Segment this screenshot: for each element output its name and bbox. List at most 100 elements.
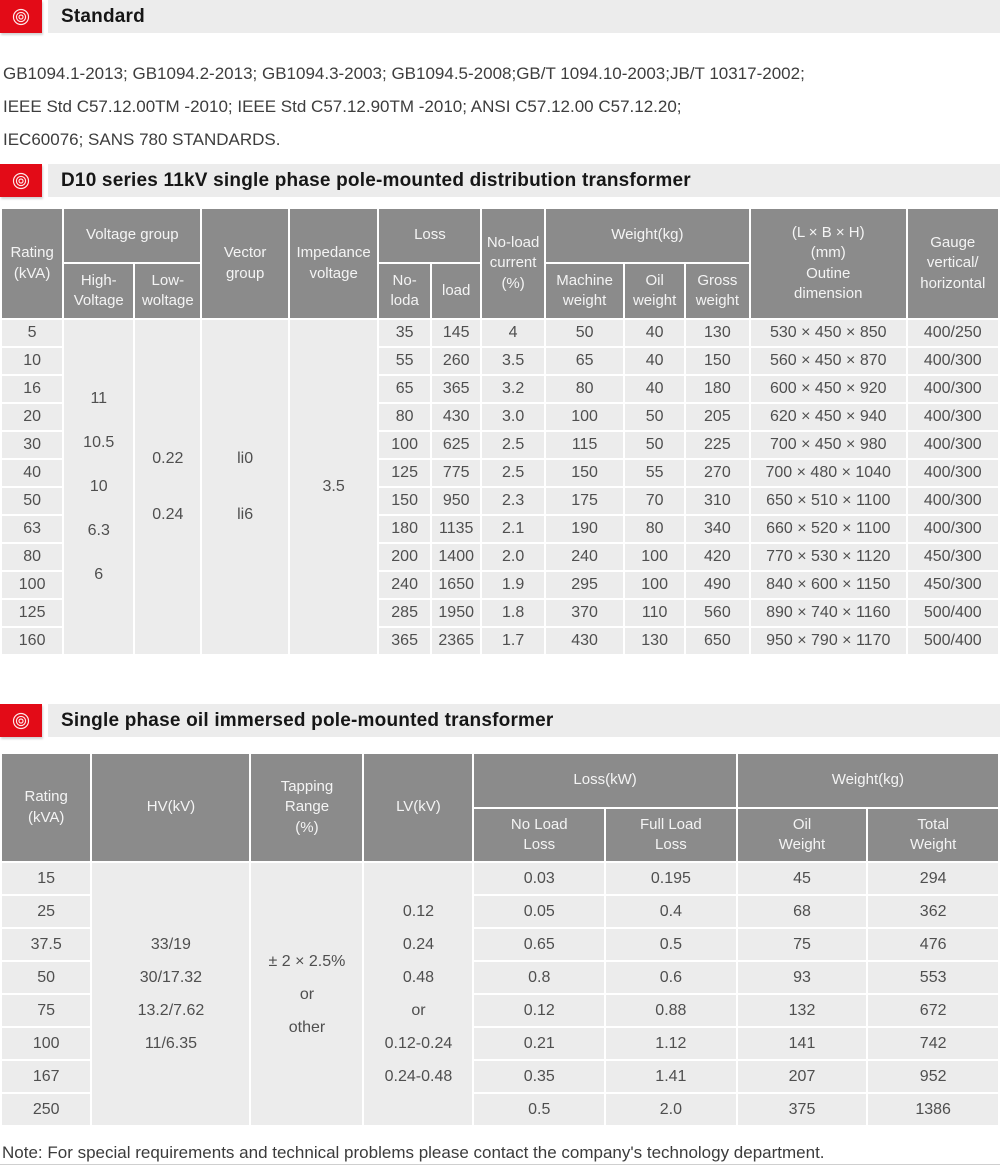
table-row: 10 55 260 3.5 65 40 150 560 × 450 × 870 400/300 [2,348,998,374]
table-cell: 45 [737,863,867,894]
table-row: 20 80 430 3.0 100 50 205 620 × 450 × 940 400/300 [2,404,998,430]
table-cell: 0.8 [474,962,605,993]
table-cell: 310 [685,488,749,514]
table-cell: 75 [2,995,91,1026]
table-cell: 25 [2,896,91,927]
table-cell: 0.12 [474,995,605,1026]
col-header-machine-weight: Machine weight [545,264,624,318]
table-cell: 150 [545,460,624,486]
col-header-dimension: (L × B × H) (mm) Outine dimension [750,209,906,318]
table-row: 250 0.5 2.0 375 1386 [2,1094,998,1125]
table-cell: 70 [625,488,684,514]
table-row: 100 0.21 1.12 141 742 [2,1028,998,1059]
standards-text: GB1094.1-2013; GB1094.2-2013; GB1094.3-2… [3,57,1000,156]
table-cell: 700 × 450 × 980 [750,432,906,458]
table-row: 25 0.05 0.4 68 362 [2,896,998,927]
table-cell: 145 [431,320,481,346]
table-cell: 1.12 [606,1028,736,1059]
table-row: 16 65 365 3.2 80 40 180 600 × 450 × 920 400/300 [2,376,998,402]
section-title-bar: D10 series 11kV single phase pole-mounte… [48,164,1000,197]
table-cell: 660 × 520 × 1100 [750,516,906,542]
table-cell: 0.21 [474,1028,605,1059]
table-cell: 141 [737,1028,867,1059]
table-cell: 5 [2,320,63,346]
table-cell: 375 [737,1094,867,1125]
table-cell: 340 [685,516,749,542]
table-cell: 250 [2,1094,91,1125]
col-header-oil-weight: Oil weight [625,264,684,318]
table-cell: 400/250 [907,320,998,346]
table-cell: 0.4 [606,896,736,927]
table-cell: 650 × 510 × 1100 [750,488,906,514]
table-cell: 20 [2,404,63,430]
table-cell: 100 [545,404,624,430]
table-cell: 430 [545,628,624,654]
table-row: 80 200 1400 2.0 240 100 420 770 × 530 × 1120 450… [2,544,998,570]
table-cell: 270 [685,460,749,486]
table-cell: 770 × 530 × 1120 [750,544,906,570]
table-cell: 4 [482,320,544,346]
table-cell: 365 [379,628,430,654]
vector-group-values: li0 li6 [202,320,288,654]
table-row: 100 240 1650 1.9 295 100 490 840 × 600 × 1150 45… [2,572,998,598]
table-cell: 125 [2,600,63,626]
table-cell: 167 [2,1061,91,1092]
table-cell: 93 [737,962,867,993]
table-cell: 100 [2,1028,91,1059]
table-cell: 530 × 450 × 850 [750,320,906,346]
tapping-range-values: ± 2 × 2.5% or other [251,863,363,1125]
col-header-load-loss: load [431,264,481,318]
col-header-loss: Loss [379,209,481,262]
table-cell: 50 [2,488,63,514]
table-cell: 400/300 [907,432,998,458]
table-cell: 560 [685,600,749,626]
standards-line: GB1094.1-2013; GB1094.2-2013; GB1094.3-2… [3,64,805,83]
table-cell: 100 [2,572,63,598]
section-header-single-phase: Single phase oil immersed pole-mounted t… [0,704,1000,737]
section-title-bar: Single phase oil immersed pole-mounted t… [48,704,1000,737]
table-row: 37.5 0.65 0.5 75 476 [2,929,998,960]
table-cell: 0.6 [606,962,736,993]
standards-line: IEEE Std C57.12.00TM -2010; IEEE Std C57… [3,97,682,116]
table-cell: 430 [431,404,481,430]
table-cell: 175 [545,488,624,514]
col-header-impedance-voltage: Impedance voltage [289,209,378,318]
table-cell: 55 [379,348,430,374]
col-header-high-voltage: High- Voltage [64,264,134,318]
hv-values: 33/19 30/17.32 13.2/7.62 11/6.35 [92,863,250,1125]
col-header-voltage-group: Voltage group [64,209,201,262]
table-cell: 240 [545,544,624,570]
table-cell: 294 [868,863,998,894]
emblem-icon [0,164,42,197]
table-cell: 130 [685,320,749,346]
section-title-bar: Standard [48,0,1000,33]
table-row: 5 11 10.5 10 6.3 6 0.22 0.24 li0 li6 3.5 35 145 4 50 40… [2,320,998,654]
table-cell: 50 [625,404,684,430]
table-cell: 1.9 [482,572,544,598]
table-cell: 2.5 [482,460,544,486]
table-cell: 1.7 [482,628,544,654]
table-cell: 132 [737,995,867,1026]
emblem-icon [0,704,42,737]
col-header-no-load-current: No-load current (%) [482,209,544,318]
table-cell: 3.2 [482,376,544,402]
table-cell: 2.1 [482,516,544,542]
table-cell: 40 [625,376,684,402]
table-cell: 160 [2,628,63,654]
table-cell: 2.3 [482,488,544,514]
col-header-gross-weight: Gross weight [685,264,749,318]
d10-spec-table: Rating (kVA) Voltage group Vector group … [0,207,1000,656]
table-cell: 0.05 [474,896,605,927]
table-cell: 1386 [868,1094,998,1125]
table-cell: 190 [545,516,624,542]
table-cell: 620 × 450 × 940 [750,404,906,430]
table-cell: 365 [431,376,481,402]
table-cell: 15 [2,863,91,894]
table-cell: 370 [545,600,624,626]
col-header-vector-group: Vector group [202,209,288,318]
col-header-hv: HV(kV) [92,754,250,861]
table-cell: 672 [868,995,998,1026]
table-row: 30 100 625 2.5 115 50 225 700 × 450 × 980 400/30… [2,432,998,458]
table-cell: 400/300 [907,488,998,514]
table-cell: 650 [685,628,749,654]
